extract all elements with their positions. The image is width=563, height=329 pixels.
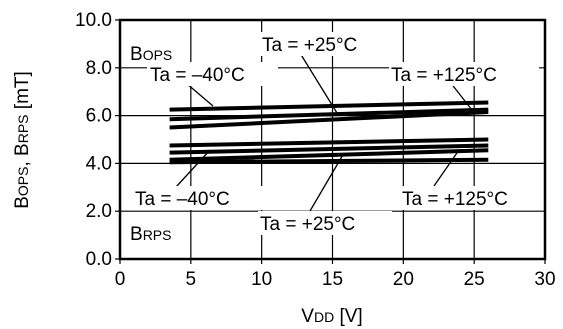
x-tick-label: 15 bbox=[322, 269, 343, 290]
annotation-leader bbox=[309, 152, 345, 212]
annotation-leader bbox=[449, 81, 473, 111]
series-line-5 bbox=[169, 143, 489, 155]
y-tick-labels: 0.0 2.0 4.0 6.0 8.0 10.0 bbox=[75, 10, 112, 270]
series-line-2 bbox=[169, 107, 489, 122]
x-tick-label: 25 bbox=[464, 269, 485, 290]
ticks bbox=[115, 19, 546, 264]
series-line-3 bbox=[169, 110, 489, 130]
annotation-leader bbox=[175, 149, 211, 188]
y-axis-title-unit: [mT] bbox=[12, 71, 33, 114]
annotation-bops-main: B bbox=[130, 44, 143, 65]
annotation-bops: BOPS bbox=[130, 44, 172, 65]
y-tick-label: 6.0 bbox=[86, 106, 112, 127]
x-axis-title: VDD [V] bbox=[301, 306, 362, 327]
annotation-leaders bbox=[175, 52, 473, 212]
annotation-brps-sub: RPS bbox=[143, 227, 172, 243]
label-bg bbox=[389, 62, 539, 86]
x-tick-label: 20 bbox=[393, 269, 414, 290]
annotation-top-p125: Ta = +125°C bbox=[391, 65, 497, 86]
label-bg bbox=[128, 42, 190, 64]
annotation-leader bbox=[433, 149, 460, 187]
series-line-6 bbox=[169, 148, 489, 162]
x-axis-title-unit: [V] bbox=[334, 306, 363, 327]
x-tick-label: 0 bbox=[115, 269, 126, 290]
series-lines bbox=[169, 100, 489, 165]
y-axis-title: BOPS, BRPS [mT] bbox=[12, 71, 33, 209]
annotation-top-m40: Ta = –40°C bbox=[150, 65, 245, 86]
y-tick-label: 2.0 bbox=[86, 201, 112, 222]
y-axis-title-a-main: B bbox=[12, 196, 33, 209]
label-bg bbox=[128, 222, 190, 244]
series-line-1 bbox=[169, 100, 489, 112]
x-tick-label: 10 bbox=[251, 269, 272, 290]
x-axis-title-sub: DD bbox=[314, 309, 334, 325]
annotation-bot-p25: Ta = +25°C bbox=[260, 214, 355, 235]
y-tick-label: 10.0 bbox=[75, 10, 112, 31]
annotation-leader bbox=[185, 82, 214, 107]
annotation-bot-m40: Ta = –40°C bbox=[135, 189, 230, 210]
y-tick-label: 8.0 bbox=[86, 58, 112, 79]
x-tick-label: 5 bbox=[186, 269, 197, 290]
annotation-leader bbox=[299, 52, 338, 114]
x-tick-labels: 0 5 10 15 20 25 30 bbox=[115, 269, 556, 290]
x-tick-label: 30 bbox=[534, 269, 555, 290]
label-bg bbox=[133, 186, 263, 210]
y-axis-title-a-sub: OPS bbox=[15, 167, 31, 197]
y-tick-label: 0.0 bbox=[86, 249, 112, 270]
annotation-brps-main: B bbox=[130, 224, 143, 245]
y-axis-title-b-sub: RPS bbox=[15, 114, 31, 143]
annotation-top-p25: Ta = +25°C bbox=[262, 35, 357, 56]
y-axis-title-b-main: B bbox=[12, 143, 33, 156]
x-axis-title-main: V bbox=[301, 306, 314, 327]
series-line-4 bbox=[169, 137, 489, 148]
label-bg bbox=[147, 62, 278, 86]
label-bg bbox=[259, 32, 387, 56]
label-bg bbox=[258, 211, 392, 235]
series-line-7 bbox=[169, 157, 489, 165]
annotation-bops-sub: OPS bbox=[143, 47, 173, 63]
y-axis-title-sep: , bbox=[12, 156, 33, 167]
label-bg bbox=[400, 186, 543, 210]
annotation-bot-p125: Ta = +125°C bbox=[402, 189, 508, 210]
annotation-brps: BRPS bbox=[130, 224, 171, 245]
y-tick-label: 4.0 bbox=[86, 153, 112, 174]
